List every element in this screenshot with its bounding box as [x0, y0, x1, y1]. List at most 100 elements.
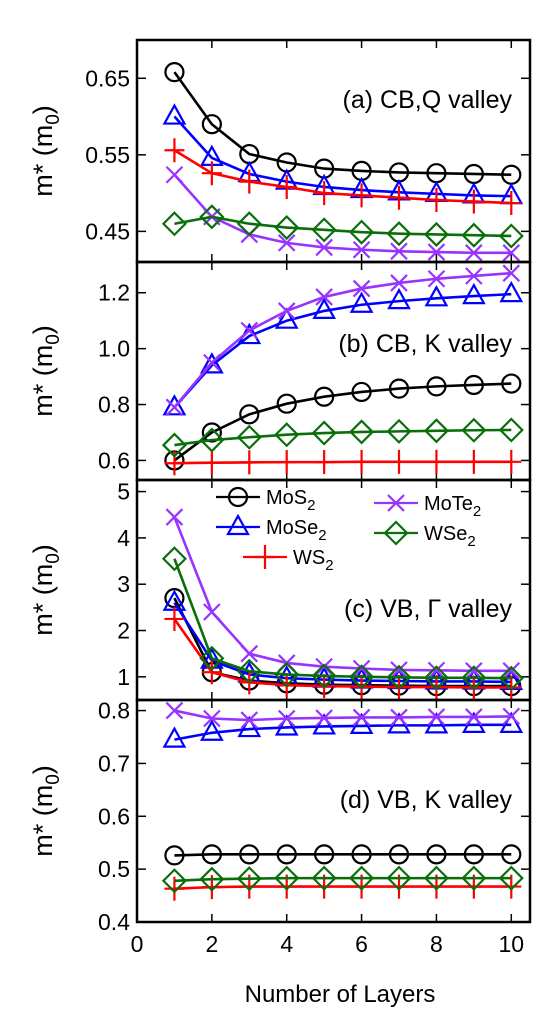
data-point: [463, 844, 484, 865]
data-point: [237, 715, 262, 738]
data-point: [315, 288, 333, 306]
series-line: [174, 885, 512, 890]
data-point: [461, 665, 487, 691]
y-tick-label: 0.4: [98, 909, 130, 935]
data-point: [424, 285, 449, 307]
data-point: [388, 844, 410, 865]
data-point: [162, 103, 187, 125]
y-tick-label: 0.6: [98, 803, 130, 829]
series-line: [174, 709, 512, 722]
data-point: [239, 450, 260, 475]
x-tick-label: 0: [131, 931, 144, 957]
panel-title: (d) VB, K valley: [340, 786, 513, 814]
data-point: [240, 321, 259, 340]
data-point: [498, 665, 524, 691]
data-point: [502, 244, 521, 262]
data-point: [465, 267, 483, 285]
data-point: [161, 432, 187, 458]
data-point: [315, 709, 333, 727]
data-point: [239, 404, 260, 425]
y-tick-label: 0.45: [85, 218, 130, 244]
data-point: [427, 243, 446, 261]
series-line: [173, 558, 512, 680]
series-MoTe2: [165, 508, 521, 680]
data-point: [390, 708, 408, 727]
data-point: [203, 709, 221, 728]
data-point: [351, 381, 372, 403]
data-point: [311, 865, 337, 891]
data-point: [277, 709, 296, 728]
y-tick-label: 0.6: [98, 447, 130, 473]
data-point: [201, 450, 222, 475]
data-point: [203, 353, 221, 372]
data-point: [162, 726, 187, 748]
data-point: [349, 291, 374, 313]
data-point: [423, 221, 449, 247]
legend-marker: [226, 513, 250, 536]
data-point: [461, 282, 486, 305]
data-point: [236, 866, 262, 892]
data-point: [277, 234, 296, 252]
legend-label: WS2: [293, 547, 334, 574]
data-point: [203, 603, 221, 621]
legend-label: MoSe2: [266, 517, 327, 544]
legend-label-sub: 2: [325, 557, 333, 574]
data-point: [386, 865, 412, 891]
data-point: [312, 297, 337, 320]
data-point: [351, 183, 372, 208]
data-point: [314, 450, 335, 475]
series-line: [174, 876, 512, 883]
data-point: [201, 161, 222, 186]
y-tick-label: 3: [117, 571, 130, 597]
panel-title: (c) VB, Γ valley: [344, 595, 512, 623]
data-point: [161, 868, 187, 894]
series-line: [173, 71, 512, 177]
y-tick-label: 0.8: [98, 392, 130, 418]
data-point: [236, 211, 262, 237]
x-tick-label: 10: [498, 931, 524, 957]
data-point: [199, 352, 224, 374]
data-point: [465, 244, 483, 262]
data-point: [201, 660, 222, 685]
legend-label-sub: 2: [467, 533, 475, 550]
legend-label-sub: 2: [318, 527, 326, 544]
y-tick-label: 1.0: [98, 336, 130, 362]
data-point: [390, 274, 408, 292]
data-point: [240, 711, 259, 729]
series-line: [173, 618, 512, 689]
data-point: [311, 663, 337, 689]
data-point: [349, 219, 375, 245]
data-point: [461, 417, 487, 443]
data-point: [389, 449, 409, 474]
series-WS2: [164, 138, 522, 216]
x-axis-label: Number of Layers: [245, 981, 436, 1008]
data-point: [199, 427, 225, 453]
data-point: [165, 165, 184, 184]
data-point: [427, 661, 446, 680]
data-point: [387, 287, 411, 310]
data-point: [201, 422, 222, 443]
data-point: [239, 844, 260, 865]
panel-title: (a) CB,Q valley: [343, 86, 513, 114]
x-tick-label: 4: [280, 931, 293, 957]
series-WSe2: [161, 417, 524, 458]
series-line: [173, 292, 512, 409]
data-point: [423, 865, 449, 891]
series-WSe2: [161, 204, 524, 249]
data-point: [426, 844, 447, 865]
data-point: [426, 376, 447, 397]
data-point: [314, 386, 335, 407]
data-point: [276, 393, 297, 414]
series-WS2: [164, 449, 522, 476]
data-point: [501, 449, 522, 474]
series-MoS2: [164, 844, 522, 866]
data-point: [386, 664, 412, 690]
legend-label-base: WSe: [424, 523, 467, 545]
y-tick-label: 0.7: [98, 750, 130, 776]
y-tick-label: 2: [117, 618, 130, 644]
legend-label-sub: 2: [473, 503, 481, 520]
panel-d: 0.4 0.5 0.6 0.7 0.8 m* (m0) (d) VB, K valley: [28, 698, 532, 935]
data-point: [274, 307, 299, 329]
series-line: [173, 382, 512, 462]
data-point: [352, 659, 371, 678]
